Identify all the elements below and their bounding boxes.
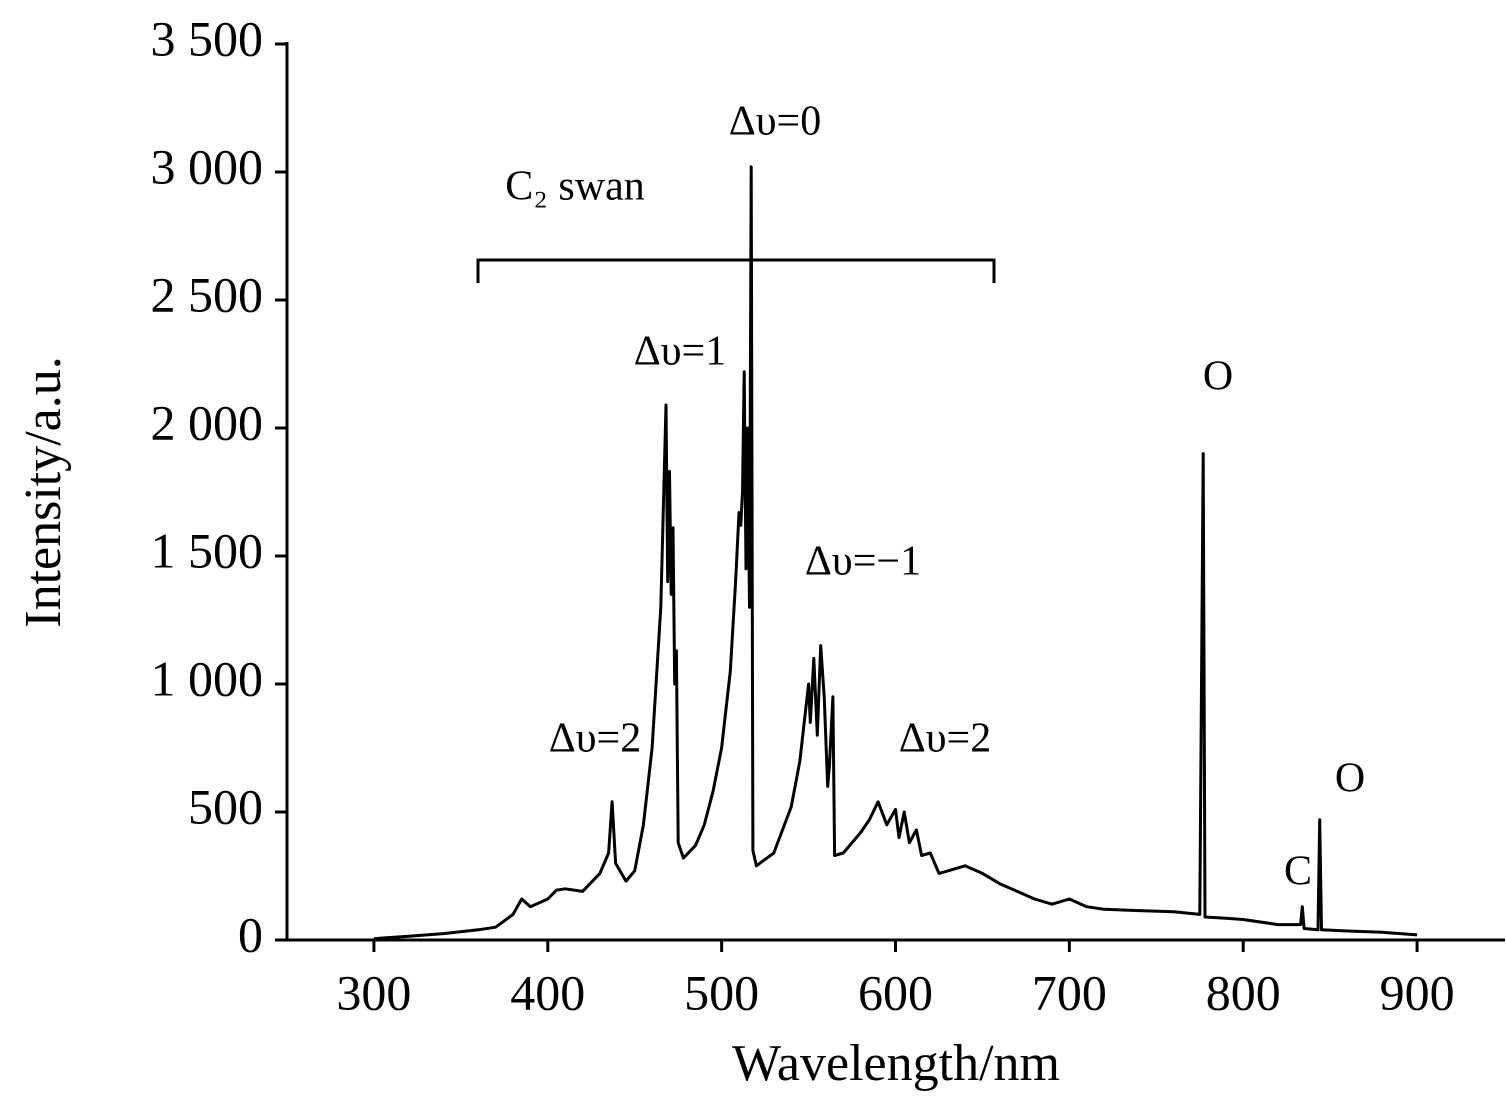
annotation: Δυ=2: [899, 716, 992, 762]
y-tick-label: 500: [188, 778, 263, 834]
x-tick-label: 400: [510, 964, 585, 1020]
y-tick-label: 3 000: [151, 138, 264, 194]
annotation: O: [1203, 354, 1233, 400]
annotation: Δυ=2: [549, 716, 642, 762]
x-tick-label: 700: [1032, 964, 1107, 1020]
x-tick-label: 800: [1206, 964, 1281, 1020]
y-tick-label: 1 500: [151, 522, 264, 578]
x-tick-label: 900: [1380, 964, 1455, 1020]
annotation: C₂ swan: [505, 164, 644, 210]
y-tick-label: 3 500: [151, 10, 264, 66]
y-axis-title: Intensity/a.u.: [15, 356, 72, 628]
annotation: Δυ=0: [729, 99, 822, 145]
annotation: O: [1335, 756, 1365, 802]
x-tick-label: 300: [336, 964, 411, 1020]
y-tick-label: 2 000: [151, 394, 264, 450]
x-tick-label: 600: [858, 964, 933, 1020]
band-bracket: [476, 258, 996, 283]
y-tick-label: 2 500: [151, 266, 264, 322]
annotation: C: [1284, 849, 1312, 895]
spectrum-line: [373, 165, 1418, 941]
x-axis-title: Wavelength/nm: [732, 1035, 1060, 1092]
annotation: Δυ=−1: [805, 539, 921, 585]
y-tick-label: 1 000: [151, 650, 264, 706]
y-tick-label: 0: [238, 906, 263, 962]
annotation: Δυ=1: [634, 329, 727, 375]
x-tick-label: 500: [684, 964, 759, 1020]
